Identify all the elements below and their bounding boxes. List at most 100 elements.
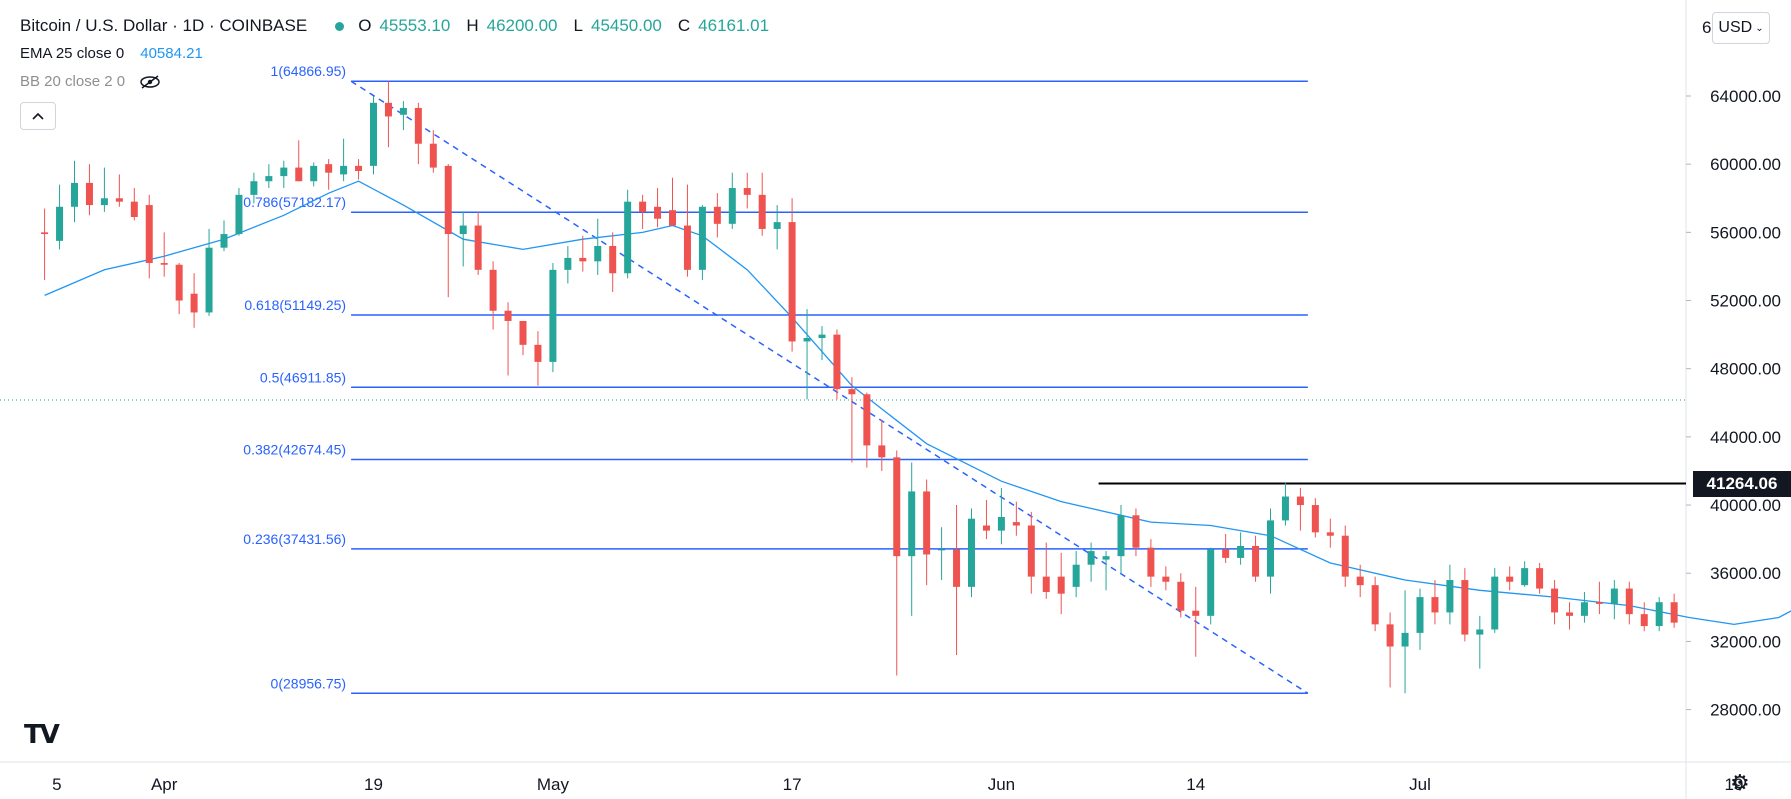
- candle-body: [654, 206, 662, 219]
- candle: [235, 188, 243, 236]
- candle: [115, 174, 123, 207]
- collapse-legend-button[interactable]: [20, 102, 56, 130]
- candle-body: [1057, 576, 1065, 594]
- candle-body: [639, 201, 647, 212]
- low-label: L: [573, 16, 583, 35]
- fib-level-label: 0(28956.75): [271, 675, 347, 691]
- candle: [1132, 508, 1140, 557]
- candle-body: [997, 516, 1005, 531]
- candle: [295, 140, 303, 182]
- x-tick-label: 17: [783, 775, 802, 794]
- candle: [429, 130, 437, 173]
- settings-gear-icon[interactable]: ⚙: [1730, 770, 1750, 795]
- candle: [833, 329, 841, 400]
- candle-body: [848, 389, 856, 395]
- candle: [624, 189, 632, 279]
- candle-body: [1087, 551, 1095, 565]
- bb-indicator-row[interactable]: BB 20 close 2 0: [20, 68, 777, 96]
- candle-body: [1072, 564, 1080, 587]
- candle-body: [1670, 602, 1678, 623]
- candle: [1281, 482, 1289, 526]
- candle: [1147, 539, 1155, 587]
- candle-body: [1281, 496, 1289, 521]
- candle-body: [265, 176, 273, 182]
- candle-body: [1551, 588, 1559, 613]
- candle-body: [100, 198, 108, 206]
- ema-value: 40584.21: [140, 45, 203, 62]
- candle-body: [1162, 576, 1170, 582]
- candle: [370, 96, 377, 175]
- candle-body: [429, 143, 437, 168]
- candle: [519, 320, 527, 356]
- tradingview-logo[interactable]: TV: [24, 720, 60, 750]
- candle-body: [115, 198, 123, 202]
- candle: [85, 164, 93, 216]
- candle-body: [399, 107, 407, 115]
- candle-body: [1177, 581, 1185, 611]
- candle-body: [41, 232, 49, 235]
- ema-indicator-row[interactable]: EMA 25 close 0 40584.21: [20, 40, 777, 68]
- candle: [1401, 590, 1409, 694]
- candle: [1222, 534, 1230, 564]
- candle-body: [1580, 602, 1588, 616]
- currency-select[interactable]: USD ⌄: [1712, 12, 1770, 44]
- candle-body: [1102, 556, 1110, 560]
- candle-body: [1237, 545, 1245, 558]
- currency-label: USD: [1718, 19, 1753, 36]
- candle-body: [1416, 597, 1424, 633]
- candle-body: [1446, 580, 1454, 613]
- candle-body: [968, 518, 975, 587]
- candle: [56, 184, 64, 250]
- candle: [190, 273, 198, 328]
- candle-body: [1207, 549, 1215, 616]
- candle-body: [1341, 535, 1349, 577]
- candle: [1341, 525, 1349, 587]
- candle-body: [743, 188, 751, 195]
- candle: [848, 377, 856, 463]
- candle: [355, 159, 363, 180]
- candle: [579, 235, 587, 272]
- x-tick-label: May: [537, 775, 570, 794]
- candle-body: [235, 194, 243, 235]
- candle-body: [564, 257, 572, 270]
- low-value: 45450.00: [590, 16, 662, 35]
- candle-body: [1401, 632, 1409, 647]
- ema-label: EMA 25 close 0: [20, 45, 125, 62]
- y-tick-label: 32000.00: [1710, 632, 1781, 651]
- candle: [1521, 561, 1529, 587]
- candle: [1371, 576, 1379, 632]
- candle-body: [818, 334, 826, 339]
- candle: [1102, 551, 1110, 591]
- candle: [654, 188, 662, 228]
- candle-body: [1386, 624, 1394, 647]
- candle-body: [504, 310, 512, 321]
- candle-body: [683, 225, 691, 270]
- x-tick-label: Jul: [1409, 775, 1431, 794]
- y-tick-label: 56000.00: [1710, 223, 1781, 242]
- market-status-dot: [335, 21, 345, 31]
- candle: [325, 159, 333, 190]
- candle: [878, 419, 886, 471]
- candle-body: [71, 182, 78, 207]
- candle-body: [205, 247, 213, 313]
- candle-body: [1536, 568, 1544, 589]
- candle: [758, 172, 766, 236]
- candle: [1072, 551, 1080, 598]
- candle-body: [773, 222, 781, 229]
- candle-body: [85, 182, 93, 206]
- candle-body: [803, 338, 811, 342]
- candle-body: [549, 269, 557, 362]
- high-label: H: [466, 16, 479, 35]
- candle: [1162, 566, 1170, 591]
- candle-body: [1431, 597, 1439, 613]
- eye-off-icon[interactable]: [139, 75, 161, 89]
- x-tick-label: 19: [364, 775, 383, 794]
- candle-body: [1267, 520, 1274, 577]
- symbol-title[interactable]: Bitcoin / U.S. Dollar · 1D · COINBASE: [20, 16, 308, 35]
- candle: [1416, 588, 1424, 650]
- y-tick-label: 60000.00: [1710, 155, 1781, 174]
- candle: [1566, 602, 1573, 630]
- candle: [1610, 580, 1618, 620]
- candle-body: [1027, 525, 1035, 577]
